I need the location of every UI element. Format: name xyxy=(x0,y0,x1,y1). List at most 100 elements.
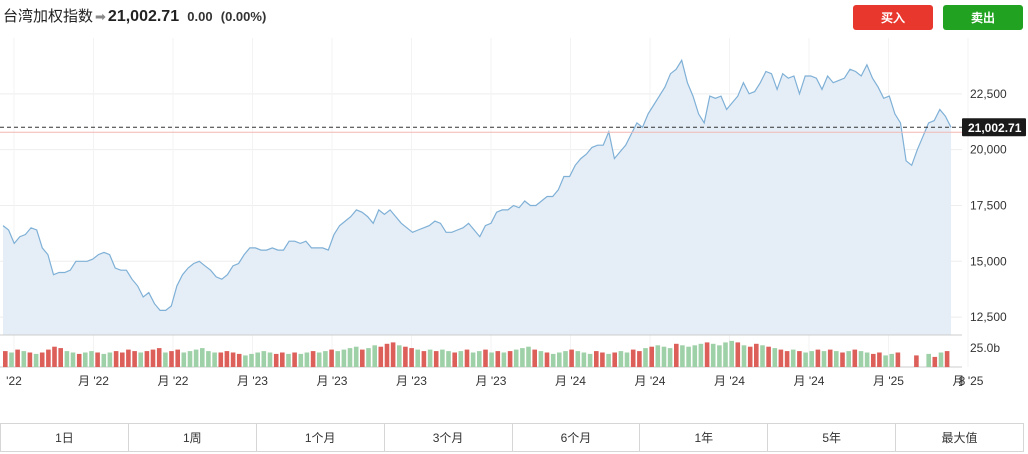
range-6m-button[interactable]: 6个月 xyxy=(512,424,641,451)
volume-bar xyxy=(9,352,14,367)
price-chart[interactable]: 12,500 15,000 17,500 20,000 22,500 21,002.71 2… xyxy=(0,32,1028,420)
volume-bar xyxy=(747,346,753,367)
volume-bar xyxy=(754,343,759,367)
volume-bar xyxy=(532,349,537,367)
volume-bar xyxy=(513,349,519,367)
volume-bar xyxy=(926,353,931,367)
volume-bar xyxy=(834,351,839,368)
volume-bar xyxy=(477,351,482,368)
volume-bar xyxy=(193,349,199,367)
volume-bar xyxy=(600,352,605,367)
time-range-selector: 1日 1周 1个月 3个月 6个月 1年 5年 最大值 xyxy=(0,423,1024,452)
volume-bar xyxy=(710,343,716,367)
volume-bar xyxy=(723,342,728,367)
volume-bar xyxy=(784,351,790,368)
x-tick-label: 月 '24 xyxy=(555,374,586,388)
volume-bar xyxy=(889,353,894,367)
volume-bar xyxy=(378,346,384,367)
volume-bar xyxy=(790,349,796,367)
volume-bar xyxy=(347,348,353,367)
volume-bar xyxy=(273,353,279,367)
range-3m-button[interactable]: 3个月 xyxy=(384,424,513,451)
buy-button[interactable]: 买入 xyxy=(853,5,933,30)
volume-bar xyxy=(637,351,642,368)
volume-bar xyxy=(433,351,439,368)
y-tick-label: 12,500 xyxy=(970,310,1007,324)
volume-bar xyxy=(409,348,414,367)
volume-bar xyxy=(741,345,747,368)
volume-bar xyxy=(384,343,390,367)
volume-bar xyxy=(230,352,236,367)
volume-bar xyxy=(107,352,113,367)
volume-bar xyxy=(846,351,851,368)
volume-bar xyxy=(421,351,427,368)
range-5y-button[interactable]: 5年 xyxy=(768,424,897,451)
current-price: 21,002.71 xyxy=(107,8,180,25)
volume-bar xyxy=(594,351,599,368)
price-change: 0.00 xyxy=(187,9,213,24)
volume-bar xyxy=(181,352,187,367)
volume-bar xyxy=(33,353,39,367)
sell-button[interactable]: 卖出 xyxy=(943,5,1023,30)
range-1d-button[interactable]: 1日 xyxy=(1,424,129,451)
volume-bar xyxy=(735,342,741,367)
x-tick-label: 月 '24 xyxy=(714,374,745,388)
volume-bar xyxy=(452,352,457,367)
volume-bar xyxy=(864,352,870,367)
volume-bar xyxy=(46,349,51,367)
volume-bar xyxy=(938,352,944,367)
y-tick-label: 22,500 xyxy=(970,87,1007,101)
volume-bar xyxy=(575,351,581,368)
volume-bar xyxy=(809,351,814,368)
volume-bar xyxy=(544,352,550,367)
volume-bar xyxy=(70,352,76,367)
range-1w-button[interactable]: 1周 xyxy=(128,424,257,451)
index-name: 台湾加权指数 xyxy=(3,8,94,25)
volume-bar xyxy=(224,351,230,368)
volume-bar xyxy=(175,349,180,367)
volume-bar xyxy=(550,353,556,367)
volume-bar xyxy=(397,345,402,368)
range-1m-button[interactable]: 1个月 xyxy=(256,424,385,451)
volume-bar xyxy=(212,352,217,367)
volume-bar xyxy=(120,352,125,367)
volume-bar xyxy=(353,346,359,367)
volume-bar xyxy=(169,351,174,368)
volume-bars xyxy=(3,340,950,368)
volume-bar xyxy=(415,349,420,367)
volume-bar xyxy=(310,351,316,368)
x-tick-label: '22 xyxy=(6,374,22,388)
volume-bar xyxy=(612,352,617,367)
volume-bar xyxy=(267,352,273,367)
volume-bar xyxy=(83,352,88,367)
volume-bar xyxy=(649,346,654,367)
volume-bar xyxy=(329,349,334,367)
volume-bar xyxy=(3,351,8,368)
current-price-badge-label: 21,002.71 xyxy=(968,121,1022,135)
volume-bar xyxy=(390,342,396,367)
volume-bar xyxy=(113,351,119,368)
volume-bar xyxy=(569,349,574,367)
x-tick-label: 月 '25 xyxy=(873,374,904,388)
volume-bar xyxy=(200,348,205,367)
volume-bar xyxy=(655,345,661,368)
volume-bar xyxy=(236,353,242,367)
range-max-button[interactable]: 最大值 xyxy=(896,424,1023,451)
volume-bar xyxy=(280,352,285,367)
volume-bar xyxy=(692,345,698,368)
volume-bar xyxy=(526,346,531,367)
quote-title: 台湾加权指数 ➡ 21,002.71 0.00 (0.00%) xyxy=(3,5,266,26)
x-tick-label: 月 '23 xyxy=(476,374,507,388)
range-1y-button[interactable]: 1年 xyxy=(640,424,769,451)
volume-bar xyxy=(52,346,57,367)
x-axis: '22 月 '22 月 '22 月 '23 月 '23 月 '23 月 '23 月 '24 月 … xyxy=(6,374,984,388)
volume-bar xyxy=(858,351,864,368)
volume-bar xyxy=(877,352,882,367)
volume-bar xyxy=(698,343,704,367)
volume-bar xyxy=(261,351,267,368)
arrow-right-icon: ➡ xyxy=(95,9,106,24)
x-tick-label: 月 '23 xyxy=(237,374,268,388)
volume-bar xyxy=(64,351,70,368)
volume-bar xyxy=(366,348,371,367)
volume-bar xyxy=(563,351,568,368)
